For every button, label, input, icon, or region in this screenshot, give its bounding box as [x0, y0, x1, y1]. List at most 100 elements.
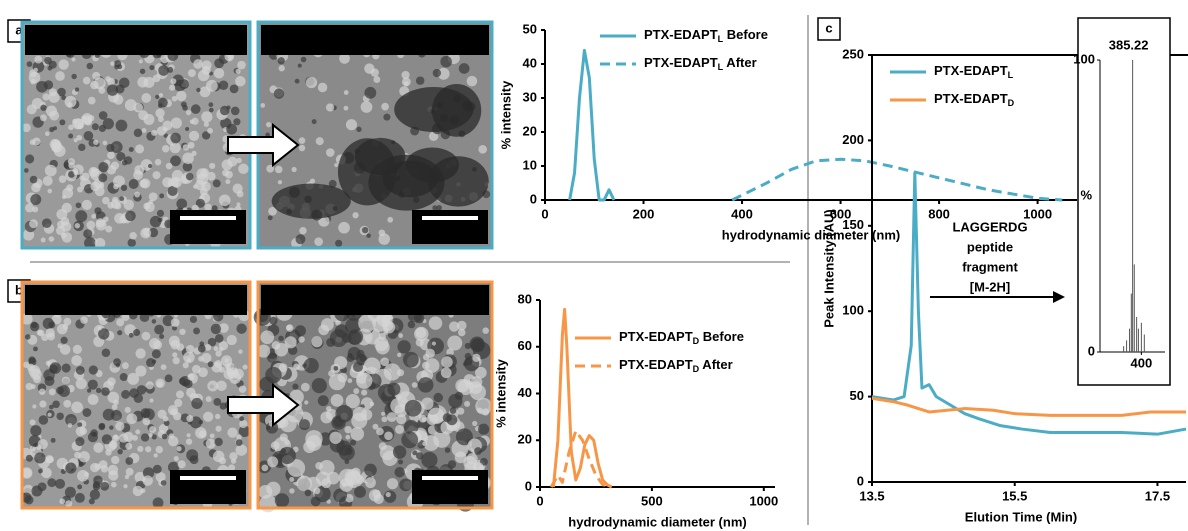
- particle: [158, 92, 164, 98]
- particle: [41, 467, 52, 479]
- particle: [300, 56, 307, 63]
- particle: [56, 386, 64, 395]
- particle: [126, 413, 138, 425]
- particle: [304, 400, 309, 405]
- particle: [386, 478, 399, 490]
- particle: [61, 202, 72, 213]
- particle: [149, 215, 162, 228]
- particle: [257, 344, 271, 358]
- particle: [30, 194, 42, 205]
- particle: [455, 378, 469, 393]
- particle: [214, 360, 223, 368]
- particle: [36, 329, 43, 336]
- particle: [38, 468, 43, 474]
- particle: [31, 98, 43, 110]
- particle: [32, 206, 39, 213]
- particle: [201, 111, 213, 123]
- particle: [295, 234, 306, 245]
- particle: [176, 390, 184, 399]
- particle: [482, 327, 489, 334]
- particle: [352, 212, 359, 219]
- particle: [56, 412, 64, 420]
- particle: [129, 388, 139, 398]
- particle: [383, 113, 391, 121]
- legend-label: PTX-EDAPTL After: [644, 55, 757, 72]
- particle: [149, 64, 155, 71]
- particle: [77, 123, 84, 130]
- particle: [102, 196, 110, 205]
- particle: [133, 102, 144, 113]
- particle: [154, 324, 165, 335]
- particle: [382, 320, 394, 332]
- particle: [374, 336, 389, 352]
- particle: [183, 379, 193, 389]
- particle: [347, 329, 364, 345]
- particle: [211, 205, 218, 212]
- particle: [152, 497, 164, 509]
- particle: [414, 326, 429, 342]
- particle: [351, 467, 361, 478]
- particle: [102, 118, 114, 130]
- particle: [284, 336, 297, 349]
- particle: [303, 358, 319, 374]
- particle: [156, 209, 165, 217]
- particle: [24, 203, 35, 213]
- particle: [205, 79, 218, 92]
- particle: [185, 127, 190, 132]
- particle: [204, 344, 212, 351]
- particle: [274, 493, 290, 508]
- x-tick-label: 400: [1131, 355, 1153, 370]
- aggregate: [271, 183, 351, 219]
- particle: [339, 53, 350, 64]
- particle: [292, 383, 299, 390]
- particle: [265, 366, 282, 384]
- particle: [38, 388, 46, 395]
- particle: [325, 405, 332, 412]
- arrow: [227, 382, 300, 428]
- particle: [146, 358, 156, 368]
- particle: [30, 322, 40, 332]
- particle: [162, 120, 173, 131]
- particle: [198, 419, 204, 425]
- particle: [72, 344, 82, 354]
- particle: [315, 137, 324, 146]
- particle: [278, 335, 284, 342]
- particle: [77, 484, 83, 490]
- particle: [141, 93, 152, 103]
- particle: [120, 184, 128, 192]
- particle: [63, 399, 72, 408]
- particle: [365, 477, 376, 489]
- particle: [481, 408, 490, 416]
- particle: [49, 127, 55, 133]
- particle: [125, 467, 134, 476]
- particle: [123, 431, 134, 442]
- particle: [239, 419, 248, 429]
- particle: [100, 464, 109, 473]
- particle: [260, 330, 275, 345]
- particle: [333, 488, 348, 503]
- y-tick-label: 50: [850, 388, 864, 403]
- particle: [226, 362, 235, 372]
- particle: [43, 80, 54, 90]
- particle: [305, 76, 318, 89]
- particle: [59, 498, 66, 505]
- particle: [134, 191, 141, 198]
- x-axis-title: hydrodynamic diameter (nm): [568, 514, 746, 529]
- particle: [344, 425, 352, 434]
- particle: [235, 76, 246, 87]
- scale-box: [412, 210, 488, 244]
- particle: [235, 439, 243, 447]
- particle: [274, 342, 289, 357]
- particle: [48, 236, 55, 242]
- y-axis-title: % intensity: [493, 358, 508, 427]
- particle: [458, 63, 470, 74]
- particle: [158, 423, 169, 434]
- particle: [261, 464, 269, 472]
- particle: [159, 193, 165, 199]
- particle: [28, 356, 36, 364]
- legend-label: PTX-EDAPTL Before: [644, 27, 768, 44]
- y-tick-label: 250: [842, 46, 864, 61]
- particle: [242, 364, 248, 370]
- particle: [111, 404, 118, 410]
- particle: [135, 348, 146, 359]
